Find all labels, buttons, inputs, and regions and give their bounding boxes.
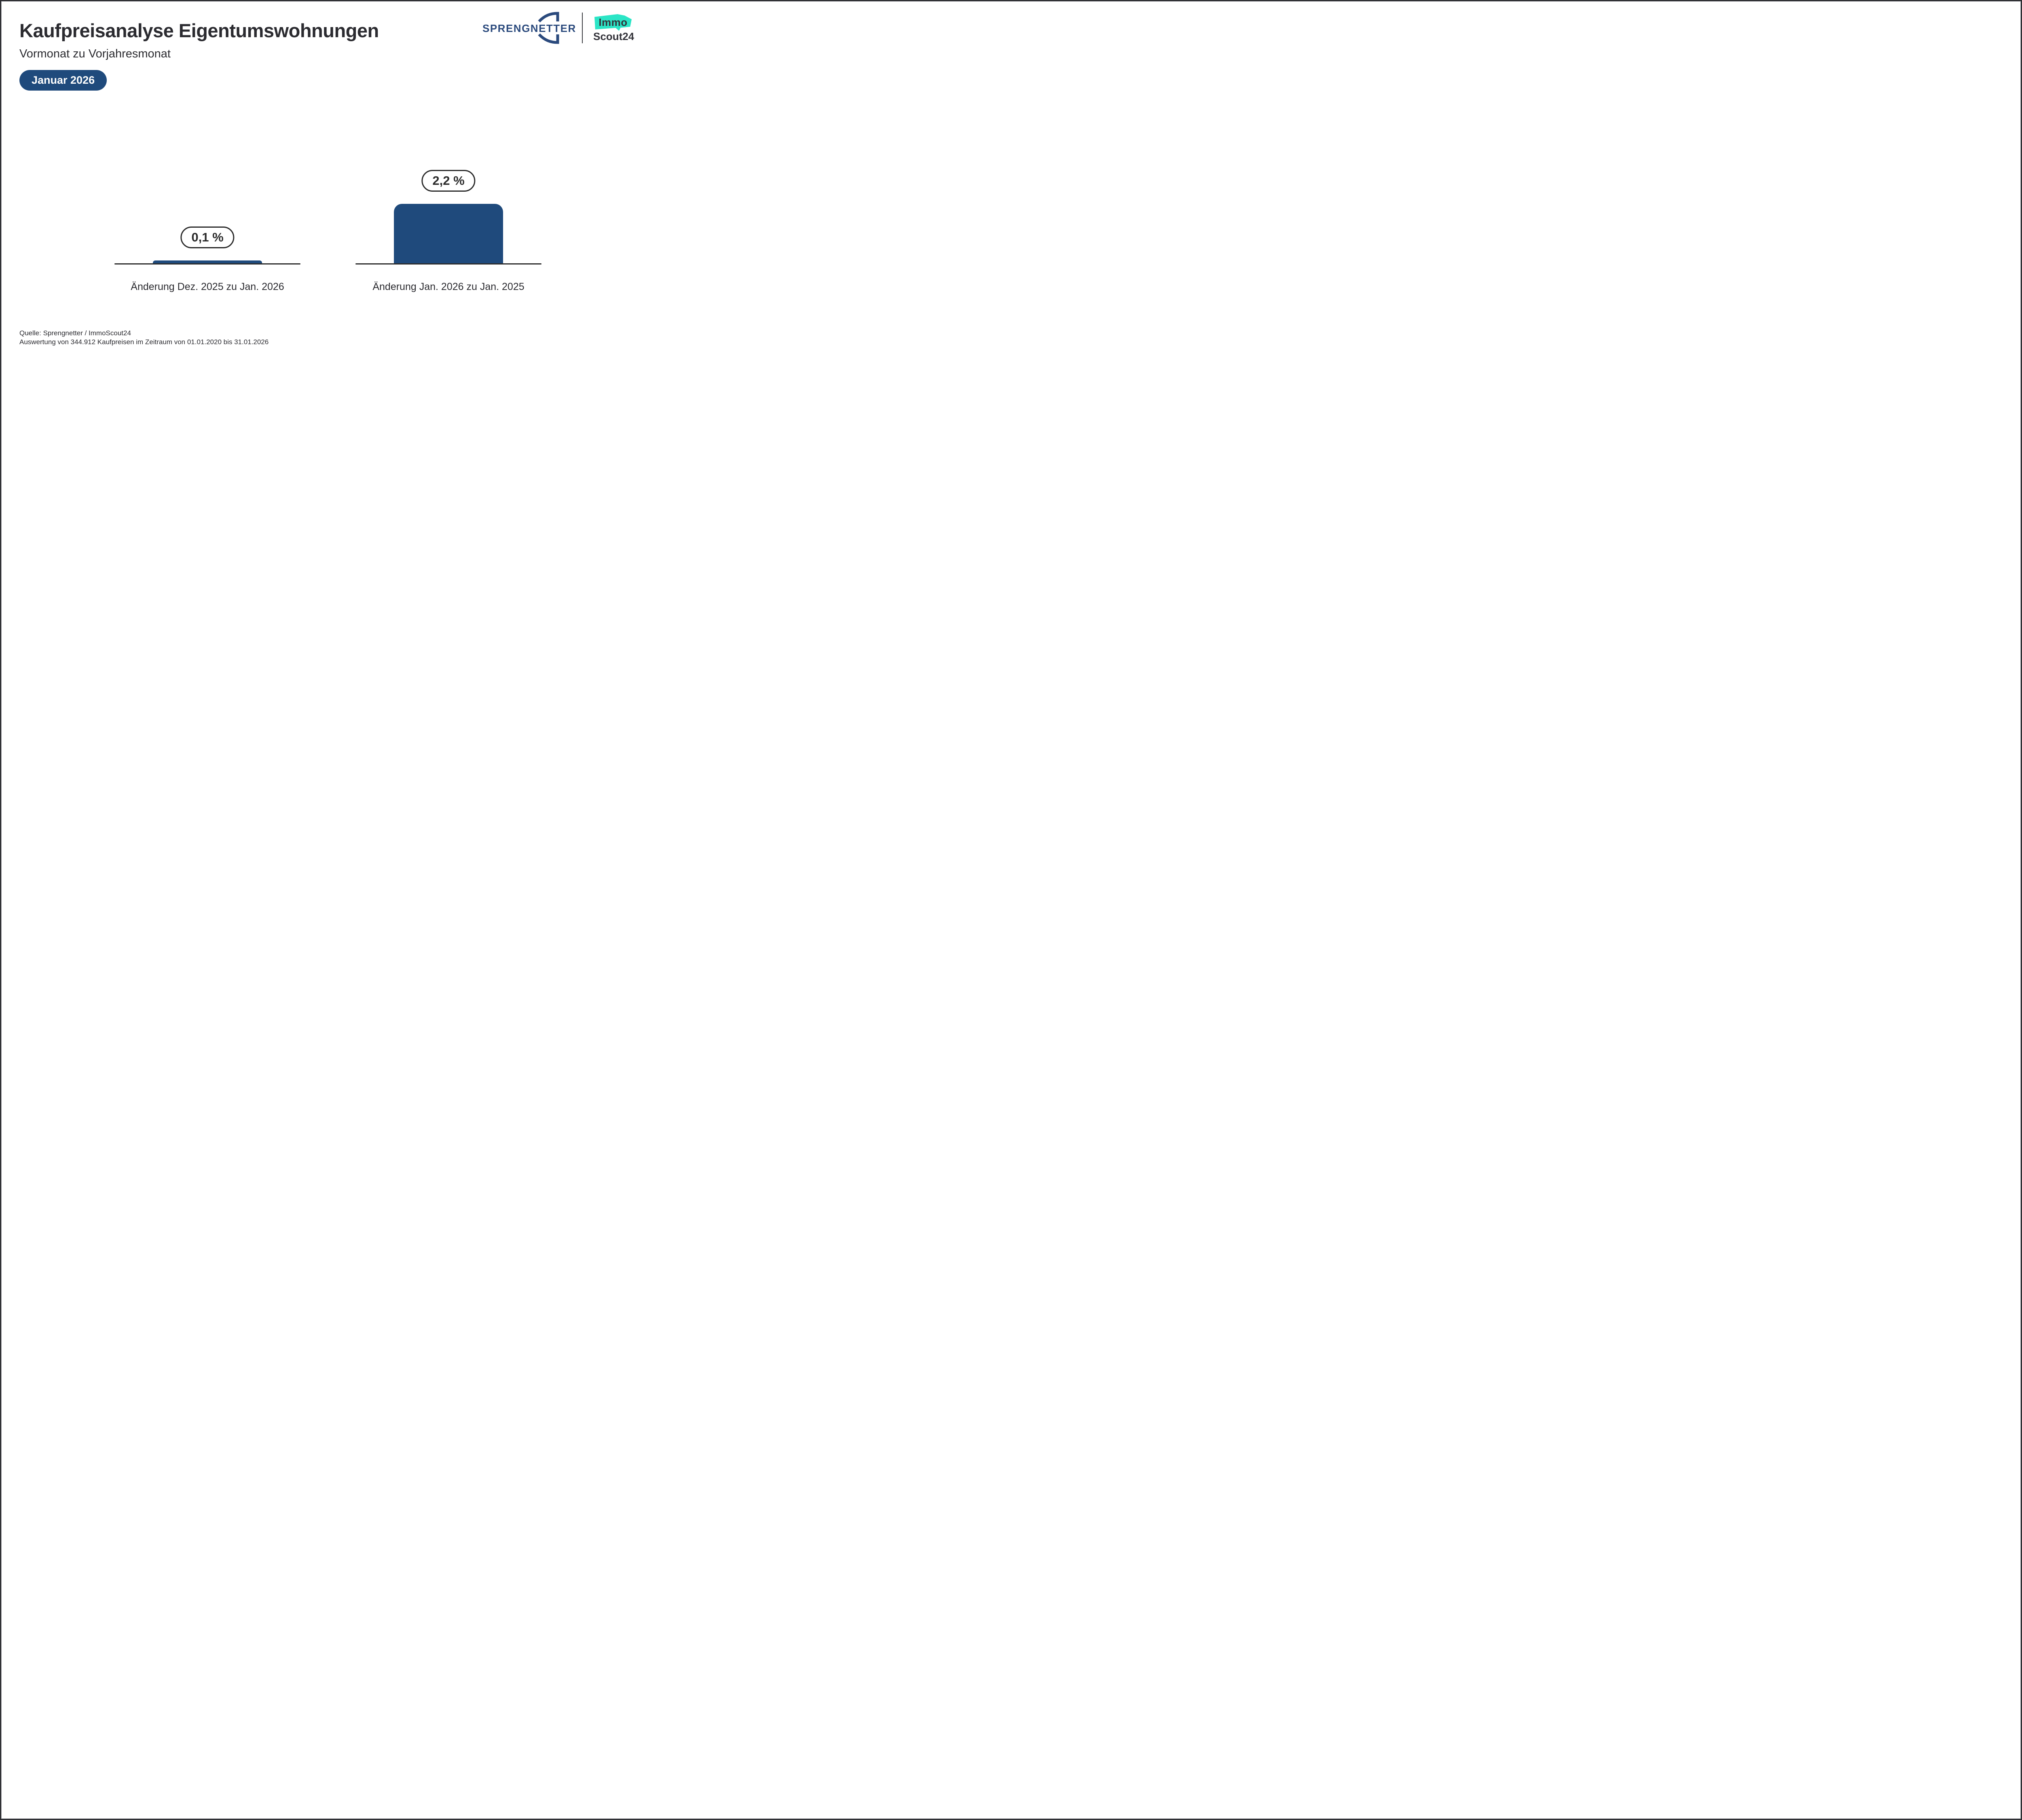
page-title: Kaufpreisanalyse Eigentumswohnungen <box>19 20 379 41</box>
immoscout24-logo: Immo Scout24 <box>593 14 634 43</box>
baseline <box>114 263 300 265</box>
bar <box>394 204 503 263</box>
footer-methodology-line: Auswertung von 344.912 Kaufpreisen im Ze… <box>19 338 269 346</box>
value-pill-label: 0,1 % <box>191 230 224 244</box>
immoscout-logo-line1: Immo <box>599 16 628 28</box>
baseline <box>355 263 541 265</box>
sprengnetter-wordmark: SPRENGNETTER <box>482 22 576 34</box>
footer: Quelle: Sprengnetter / ImmoScout24 Auswe… <box>19 329 269 347</box>
bar-group-month-over-month: 0,1 % Änderung Dez. 2025 zu Jan. 2026 <box>114 159 300 292</box>
plot-area: 0,1 % <box>114 159 300 265</box>
bar-group-year-over-year: 2,2 % Änderung Jan. 2026 zu Jan. 2025 <box>355 159 541 292</box>
immo-flag-icon: Immo <box>594 14 632 31</box>
page-subtitle: Vormonat zu Vorjahresmonat <box>19 47 171 60</box>
category-label: Änderung Dez. 2025 zu Jan. 2026 <box>131 281 284 292</box>
logo-divider <box>582 13 583 43</box>
immoscout-logo-line2: Scout24 <box>593 30 635 42</box>
date-badge-label: Januar 2026 <box>32 74 95 86</box>
lens-arc-bottom-icon <box>538 33 559 44</box>
value-pill: 0,1 % <box>180 226 235 248</box>
bar <box>153 260 262 263</box>
category-label: Änderung Jan. 2026 zu Jan. 2025 <box>372 281 525 292</box>
lens-arc-top-icon <box>538 12 559 23</box>
value-pill: 2,2 % <box>421 170 476 192</box>
date-badge: Januar 2026 <box>19 70 107 91</box>
footer-source-line: Quelle: Sprengnetter / ImmoScout24 <box>19 329 131 337</box>
value-pill-label: 2,2 % <box>432 174 465 188</box>
sprengnetter-logo: SPRENGNETTER <box>482 12 576 44</box>
plot-area: 2,2 % <box>355 159 541 265</box>
